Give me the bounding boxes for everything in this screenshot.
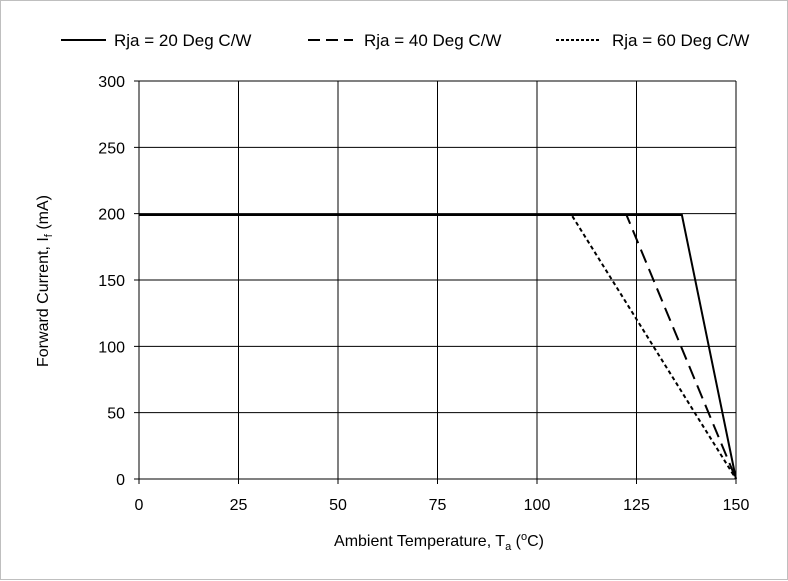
series-line [139,214,737,480]
tick-labels: 0 25 50 75 100 125 150 0 50 100 150 200 250 300 [98,74,749,514]
x-tick-label: 75 [429,497,447,514]
legend: Rja = 20 Deg C/W Rja = 40 Deg C/W Rja = 60… [61,31,749,50]
legend-label: Rja = 40 Deg C/W [364,31,501,50]
y-tick-label: 50 [107,406,125,423]
series-line [139,214,737,480]
y-axis-title: Forward Current, If (mA) [35,195,55,367]
gridlines [134,80,737,484]
x-tick-label: 50 [329,497,347,514]
y-tick-label: 0 [116,472,125,489]
y-tick-label: 100 [98,339,125,356]
x-tick-label: 0 [135,497,144,514]
y-tick-label: 250 [98,140,125,157]
legend-label: Rja = 60 Deg C/W [612,31,749,50]
y-tick-label: 200 [98,207,125,224]
series-lines [139,214,737,480]
legend-label: Rja = 20 Deg C/W [114,31,251,50]
x-tick-label: 25 [230,497,248,514]
y-tick-label: 300 [98,74,125,91]
y-tick-label: 150 [98,273,125,290]
x-tick-label: 125 [623,497,650,514]
x-tick-label: 150 [723,497,750,514]
x-axis-title: Ambient Temperature, Ta (oC) [334,531,544,553]
x-tick-label: 100 [524,497,551,514]
